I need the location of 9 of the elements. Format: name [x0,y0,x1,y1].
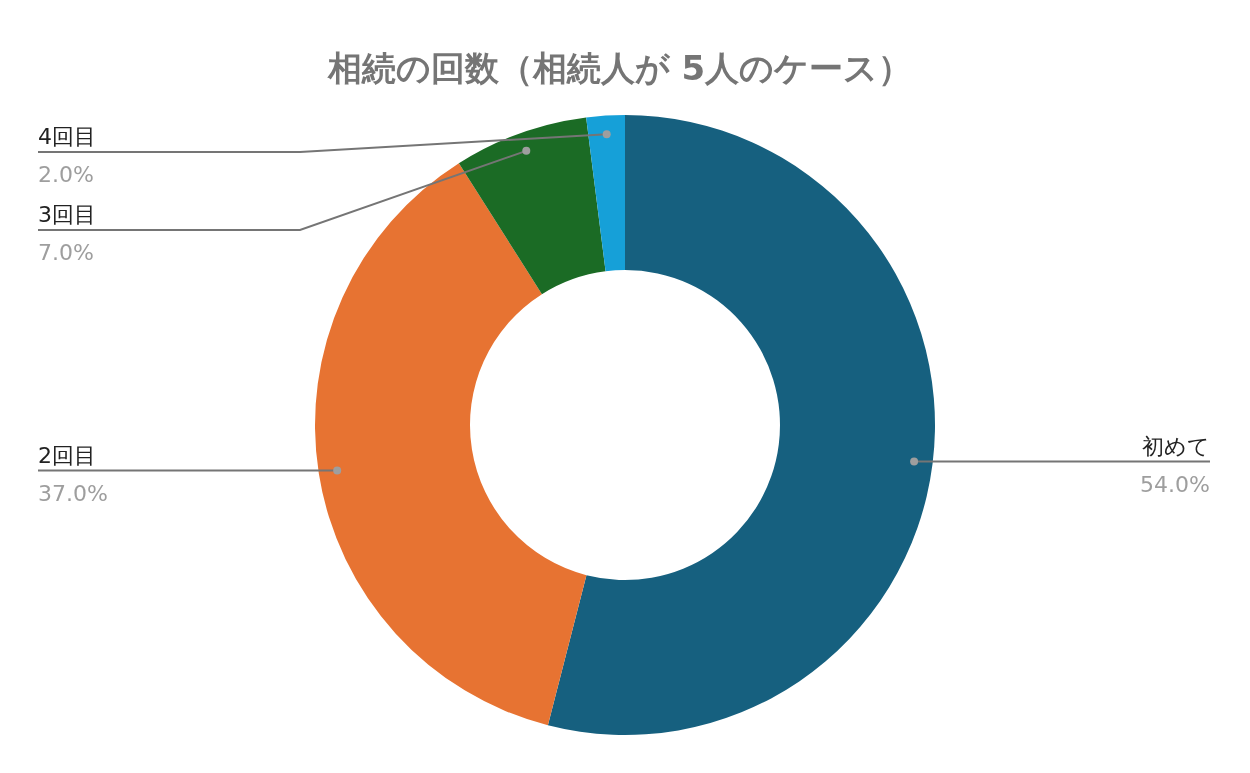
slice-label: 3回目 [38,202,96,227]
data-label: 2.0% [38,162,94,187]
data-label: 7.0% [38,240,94,265]
slice-label: 4回目 [38,124,96,149]
data-label: 54.0% [1140,471,1210,497]
chart-title: 相続の回数（相続人が 5人のケース） [326,48,913,88]
slice-label: 2回目 [38,442,96,468]
slice-label: 初めて [1142,433,1210,459]
data-label: 37.0% [38,480,108,506]
